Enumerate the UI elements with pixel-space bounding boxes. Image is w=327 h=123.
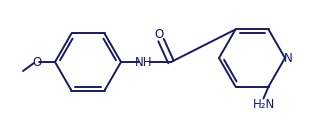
Text: N: N bbox=[284, 52, 292, 64]
Text: H₂N: H₂N bbox=[252, 98, 275, 111]
Text: O: O bbox=[154, 28, 164, 40]
Text: O: O bbox=[32, 55, 42, 69]
Text: NH: NH bbox=[135, 55, 153, 69]
